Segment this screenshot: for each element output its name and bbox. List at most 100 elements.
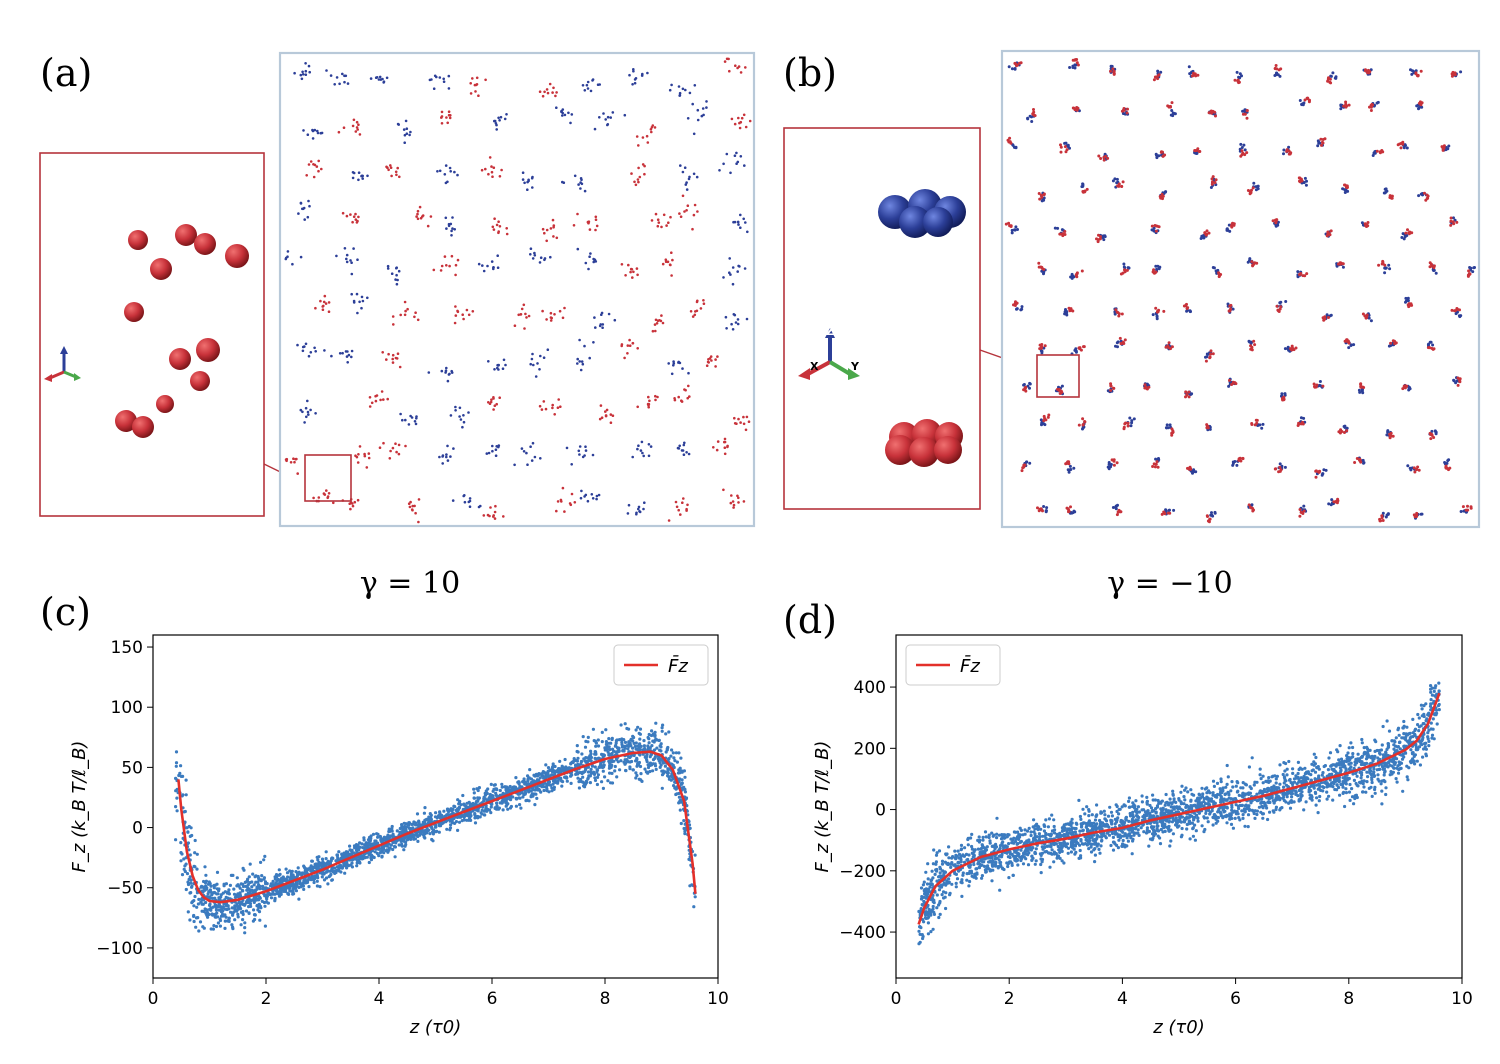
scatter-point [243,931,247,935]
ion-dot [1344,188,1348,192]
ion-dot [1233,78,1237,82]
ion-dot [1386,512,1390,516]
ion-dot [1214,178,1218,182]
ion-dot [1123,270,1127,274]
ion-dot [583,189,587,193]
scatter-point [183,869,187,874]
ion-dot [1417,468,1421,472]
ion-dot [729,273,732,276]
ion-dot [526,188,529,191]
ion-dot [685,507,688,511]
ion-dot [702,302,706,306]
ion-dot [661,321,665,325]
scatter-point [241,918,245,922]
ion-dot [552,86,555,90]
scatter-point [239,910,244,915]
ion-dot [454,305,457,308]
ion-dot [1064,308,1067,311]
scatter-point [456,798,460,802]
ion-dot [1117,184,1121,188]
ion-dot [352,301,356,304]
scatter-point [596,738,600,742]
ion-dot [1250,260,1254,264]
ion-dot [443,255,447,258]
red-ion-sphere [156,395,174,413]
ion-dot [1020,305,1024,309]
ion-dot [654,212,658,216]
scatter-point [579,779,583,784]
scatter-point [593,778,598,783]
ion-dot [675,505,679,509]
ion-dot [583,454,586,457]
scatter-point [179,841,183,845]
ion-dot [1324,468,1328,472]
ion-dot [734,64,737,67]
ion-dot [1042,271,1046,274]
ion-dot [1053,226,1057,230]
ion-dot [1283,347,1287,351]
ion-dot [1170,345,1174,349]
ion-dot [416,209,420,213]
scatter-point [565,779,569,783]
scatter-point [379,839,383,844]
ion-dot [439,269,443,272]
ion-dot [678,94,682,97]
ion-dot [381,351,385,354]
ion-dot [572,224,576,227]
ion-dot [444,371,447,374]
scatter-point [551,782,555,786]
scatter-point [241,884,246,889]
scatter-point [588,781,593,785]
scatter-point [186,830,190,834]
scatter-point [526,777,530,782]
ion-dot [487,451,491,455]
ion-dot [1287,145,1291,149]
ion-dot [1013,67,1017,70]
scatter-point [635,756,639,761]
ion-dot [1342,104,1346,108]
ion-dot [588,356,591,360]
scatter-point [518,803,522,807]
ion-dot [1187,467,1191,471]
ion-dot [733,122,737,126]
ion-dot [493,368,496,371]
scatter-point [521,795,525,799]
ion-dot [1459,70,1463,74]
ion-dot [391,353,395,357]
scatter-point [184,862,188,866]
ion-dot [1279,305,1283,309]
ion-dot [1004,222,1008,226]
scatter-point [580,752,584,756]
ion-dot [744,221,747,224]
scatter-point [596,744,601,748]
ion-dot [1012,303,1015,307]
ion-dot [1303,176,1307,180]
scatter-point [389,843,393,847]
scatter-point [345,866,349,870]
scatter-point [395,829,399,833]
scatter-point [416,839,420,844]
scatter-point [247,911,251,916]
ion-dot [595,224,599,228]
ion-dot [1194,152,1198,155]
ion-dot [631,276,634,279]
ion-dot [1358,390,1362,394]
scatter-point [354,843,359,847]
ion-dot [1165,423,1169,427]
scatter-point [600,730,604,735]
ion-dot [747,420,751,424]
scatter-point [186,841,190,845]
ion-dot [1245,116,1249,120]
scatter-point [613,769,617,773]
ion-dot [648,399,651,403]
ion-dot [1347,341,1351,345]
ion-dot [589,252,592,255]
scatter-point [623,722,627,726]
ion-dot [1115,177,1119,181]
ion-dot [1237,458,1241,462]
scatter-point [522,777,526,781]
scatter-point [306,878,310,882]
ion-dot [556,406,560,410]
ion-dot [1273,74,1277,77]
ion-dot [539,354,542,358]
